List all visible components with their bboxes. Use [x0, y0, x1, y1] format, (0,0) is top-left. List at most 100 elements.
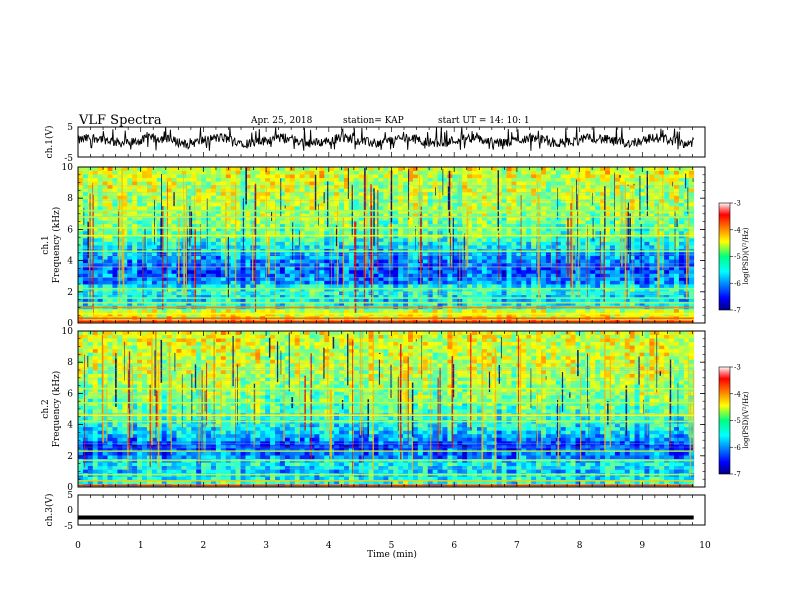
spectrogram-cell — [496, 227, 503, 232]
spectrogram-cell — [373, 266, 379, 271]
spectrogram-cell — [132, 198, 138, 203]
spectrogram-cell — [609, 273, 616, 278]
spectrogram-cell — [112, 269, 118, 274]
spectrogram-cell — [422, 167, 429, 171]
spectrogram-cell — [476, 284, 483, 288]
spectrogram-cell — [565, 191, 571, 196]
spectrogram-cell — [476, 287, 483, 292]
spectrogram-cell — [422, 284, 429, 288]
spectrogram-cell — [270, 209, 276, 214]
spectrogram-cell — [412, 209, 419, 214]
spectrogram-cell — [403, 252, 409, 257]
spectrogram-cell — [309, 227, 315, 232]
spectrogram-cell — [146, 206, 153, 210]
spectrogram-cell — [265, 266, 271, 271]
spectrogram-cell — [600, 188, 606, 193]
spectrogram-cell — [176, 287, 182, 292]
spectrogram-cell — [526, 220, 532, 225]
spectrogram-cell — [531, 284, 537, 288]
spectrogram-cell — [275, 230, 281, 235]
spectrogram-cell — [363, 308, 370, 313]
spectrogram-cell — [486, 287, 493, 292]
spectrogram-cell — [161, 216, 168, 221]
spectrogram-cell — [171, 177, 177, 182]
spectrogram-cell — [309, 202, 315, 207]
spectrogram-cell — [481, 280, 488, 285]
spectrogram-cell — [279, 276, 286, 281]
spectrogram-cell — [171, 170, 177, 175]
spectrogram-cell — [373, 284, 379, 288]
spectrogram-cell — [358, 195, 365, 200]
spectrogram-cell — [521, 195, 527, 200]
ch1-waveform-trace — [77, 127, 695, 151]
spectrogram-cell — [481, 308, 488, 313]
spectrogram-cell — [609, 188, 616, 193]
spectrogram-cell — [590, 301, 596, 306]
spectrogram-cell — [176, 191, 182, 196]
spectrogram-cell — [526, 294, 532, 299]
spectrogram-cell — [82, 220, 89, 225]
spectrogram-cell — [541, 223, 547, 228]
spectrogram-cell — [491, 181, 498, 186]
spectrogram-cell — [403, 280, 409, 285]
spectrogram-cell — [545, 195, 552, 200]
spectrogram-cell — [408, 284, 414, 288]
spectrogram-cell — [279, 259, 286, 264]
spectrogram-cell — [531, 298, 537, 303]
spectrogram-cell — [240, 259, 246, 264]
spectrogram-cell — [151, 170, 158, 175]
spectrogram-cell — [472, 252, 478, 257]
spectrogram-cell — [422, 198, 429, 203]
spectrogram-cell — [82, 284, 89, 288]
spectrogram-cell — [142, 202, 148, 207]
spectrogram-cell — [343, 255, 350, 260]
spectrogram-cell — [343, 262, 350, 267]
spectrogram-cell — [156, 241, 163, 246]
spectrogram-cell — [102, 298, 108, 303]
spectrogram-cell — [260, 227, 266, 232]
spectrogram-cell — [279, 262, 286, 267]
spectrogram-cell — [580, 252, 586, 257]
spectrogram-cell — [462, 209, 468, 214]
spectrogram-cell — [476, 206, 483, 210]
spectrogram-cell — [501, 220, 507, 225]
spectrogram-cell — [142, 213, 148, 218]
spectrogram-cell — [334, 202, 340, 207]
spectrogram-cell — [339, 273, 345, 278]
spectrogram-cell — [166, 273, 172, 278]
spectrogram-cell — [506, 198, 512, 203]
spectrogram-cell — [284, 209, 291, 214]
spectrogram-cell — [127, 195, 133, 200]
spectrogram-cell — [403, 188, 409, 193]
spectrogram-cell — [265, 174, 271, 179]
spectrogram-cell — [452, 220, 458, 225]
spectrogram-cell — [196, 266, 202, 271]
spectrogram-cell — [102, 266, 108, 271]
spectrogram-cell — [334, 177, 340, 182]
spectrogram-cell — [166, 209, 172, 214]
spectrogram-cell — [472, 209, 478, 214]
spectrogram-cell — [82, 167, 89, 171]
spectrogram-cell — [299, 181, 305, 186]
spectrogram-cell — [383, 191, 389, 196]
spectrogram-cell — [585, 170, 591, 175]
spectrogram-cell — [595, 241, 601, 246]
spectrogram-cell — [476, 181, 483, 186]
spectrogram-cell — [570, 245, 576, 249]
spectrogram-cell — [595, 195, 601, 200]
spectrogram-cell — [368, 308, 374, 313]
spectrogram-cell — [92, 223, 99, 228]
spectrogram-cell — [78, 269, 84, 274]
spectrogram-cell — [600, 177, 606, 182]
spectrogram-cell — [427, 280, 434, 285]
spectrogram-cell — [201, 287, 207, 292]
spectrogram-cell — [383, 259, 389, 264]
spectrogram-cell — [398, 227, 404, 232]
spectrogram-cell — [393, 181, 399, 186]
spectrogram-cell — [97, 237, 104, 242]
spectrogram-cell — [225, 209, 232, 214]
spectrogram-cell — [220, 287, 227, 292]
spectrogram-cell — [122, 209, 128, 214]
spectrogram-cell — [97, 245, 104, 249]
spectrogram-cell — [363, 191, 370, 196]
